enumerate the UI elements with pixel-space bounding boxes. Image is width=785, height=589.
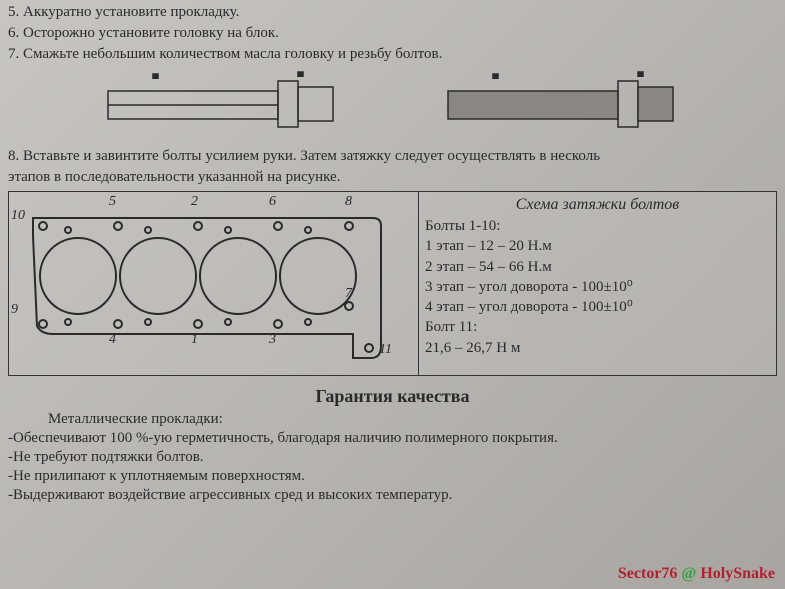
torque-title: Схема затяжки болтов: [425, 194, 770, 216]
torque-stage-3: 3 этап – угол доворота - 100±10⁰: [425, 277, 770, 297]
bolt-num-2: 2: [191, 194, 198, 210]
step-5: 5. Аккуратно установите прокладку.: [8, 4, 777, 21]
watermark-right: HolySnake: [696, 565, 775, 582]
torque-stage-1: 1 этап – 12 – 20 Н.м: [425, 236, 770, 256]
bolt-num-7: 7: [345, 286, 352, 302]
warranty-item-2: -Не требуют подтяжки болтов.: [8, 449, 777, 466]
watermark: Sector76 @ HolySnake: [618, 565, 775, 583]
bolt-num-6: 6: [269, 194, 276, 210]
bolt-num-4: 4: [109, 332, 116, 348]
torque-bolts-range: Болты 1-10:: [425, 216, 770, 236]
step-7: 7. Смажьте небольшим количеством масла г…: [8, 46, 777, 63]
step-8-line1: 8. Вставьте и завинтите болты усилием ру…: [8, 147, 777, 166]
gasket-diagram: 10 5 2 6 8 9 4 1 3 7 11: [9, 192, 419, 375]
warranty-subtitle: Металлические прокладки:: [48, 411, 777, 428]
bolt-num-3: 3: [269, 332, 276, 348]
bolt-num-9: 9: [11, 302, 18, 318]
torque-stage-4: 4 этап – угол доворота - 100±10⁰: [425, 297, 770, 317]
watermark-at: @: [681, 565, 696, 582]
bolt-num-10: 10: [11, 208, 25, 224]
bolt-num-11: 11: [379, 342, 392, 358]
step-8-line2: этапов в последовательности указанной на…: [8, 168, 777, 187]
warranty-title: Гарантия качества: [8, 386, 777, 407]
torque-specs: Схема затяжки болтов Болты 1-10: 1 этап …: [419, 192, 776, 375]
bolt-num-1: 1: [191, 332, 198, 348]
bolt-sketch-left: [103, 69, 343, 139]
step-6: 6. Осторожно установите головку на блок.: [8, 25, 777, 42]
torque-stage-2: 2 этап – 54 – 66 Н.м: [425, 257, 770, 277]
watermark-left: Sector76: [618, 565, 682, 582]
warranty-item-1: -Обеспечивают 100 %-ую герметичность, бл…: [8, 430, 777, 447]
torque-bolt11-value: 21,6 – 26,7 Н м: [425, 338, 770, 358]
bolt-diagrams: [8, 69, 777, 139]
warranty-item-4: -Выдерживают воздействие агрессивных сре…: [8, 487, 777, 504]
bolt-num-8: 8: [345, 194, 352, 210]
warranty-item-3: -Не прилипают к уплотняемым поверхностям…: [8, 468, 777, 485]
bolt-sketch-right: [443, 69, 683, 139]
torque-bolt11-label: Болт 11:: [425, 317, 770, 337]
torque-box: 10 5 2 6 8 9 4 1 3 7 11 Схема затяжки бо…: [8, 191, 777, 376]
bolt-num-5: 5: [109, 194, 116, 210]
